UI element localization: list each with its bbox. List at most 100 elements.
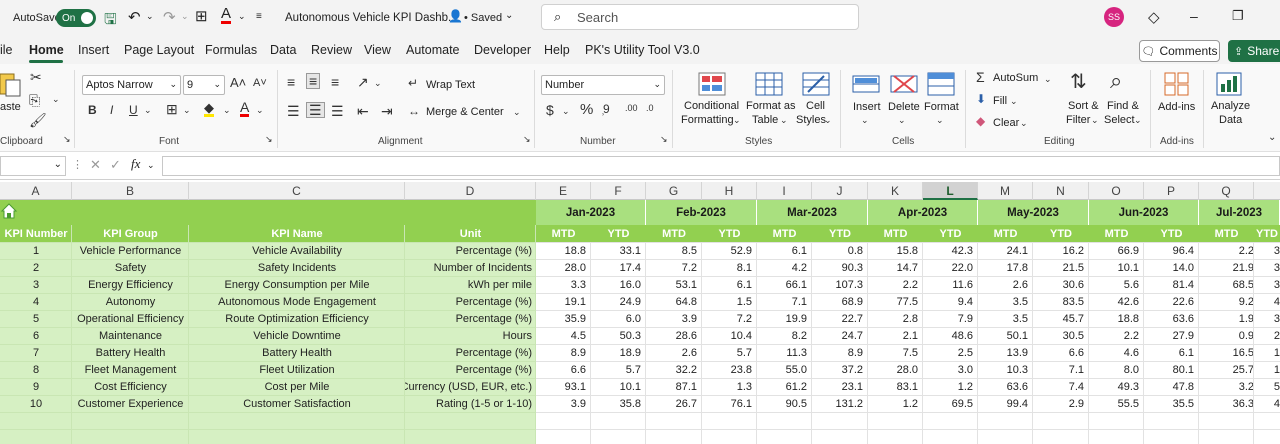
kpi-name-cell[interactable]: Fleet Utilization — [259, 363, 335, 376]
value-cell[interactable]: 68.5 — [1232, 278, 1254, 291]
value-cell[interactable]: 13.9 — [1006, 346, 1028, 359]
chevron-down-icon[interactable]: ⌄ — [936, 115, 944, 125]
value-cell[interactable]: 131.2 — [835, 397, 863, 410]
chevron-down-icon[interactable]: ⌄ — [733, 115, 741, 125]
column-header-o[interactable]: O — [1089, 182, 1144, 200]
tab-home[interactable]: Home — [29, 43, 64, 57]
decrease-indent-icon[interactable]: ⇤ — [357, 103, 369, 119]
comments-button[interactable]: 🗨 Comments — [1139, 40, 1220, 62]
increase-font-icon[interactable]: A˄ — [230, 75, 247, 90]
value-cell[interactable]: 6.6 — [570, 363, 586, 376]
value-cell[interactable]: 55.5 — [1117, 397, 1139, 410]
value-cell[interactable]: 7.1 — [791, 295, 807, 308]
font-launcher-icon[interactable]: ↘ — [265, 134, 273, 144]
align-bottom-icon[interactable]: ≡ — [331, 74, 340, 90]
format-as-table-button[interactable]: Format as — [746, 100, 796, 112]
value-cell[interactable]: 21.5 — [1062, 261, 1084, 274]
kpi-group-cell[interactable]: Maintenance — [99, 329, 162, 342]
value-cell[interactable]: 3 — [1273, 261, 1280, 274]
align-middle-icon[interactable]: ≡ — [306, 73, 321, 89]
value-cell[interactable]: 6.0 — [625, 312, 641, 325]
value-cell[interactable]: 47.8 — [1172, 380, 1194, 393]
kpi-number-cell[interactable]: 5 — [32, 312, 40, 325]
value-cell[interactable]: 63.6 — [1006, 380, 1028, 393]
column-header-k[interactable]: K — [868, 182, 923, 200]
kpi-name-cell[interactable]: Vehicle Downtime — [253, 329, 341, 342]
value-cell[interactable]: 30.5 — [1062, 329, 1084, 342]
value-cell[interactable]: 107.3 — [835, 278, 863, 291]
kpi-name-cell[interactable]: Battery Health — [262, 346, 332, 359]
format-painter-icon[interactable]: 🖌 — [29, 112, 47, 128]
find-select-label2[interactable]: Select — [1104, 114, 1135, 126]
value-cell[interactable]: 33.1 — [619, 244, 641, 257]
chevron-down-icon[interactable]: ⌄ — [1044, 74, 1052, 84]
wrap-text-button[interactable]: Wrap Text — [426, 79, 476, 91]
column-header-g[interactable]: G — [646, 182, 702, 200]
value-cell[interactable]: 68.9 — [841, 295, 863, 308]
borders-dropdown-icon[interactable]: ⌄ — [183, 105, 191, 115]
currency-dropdown-icon[interactable]: ⌄ — [562, 106, 570, 116]
number-format-select[interactable]: Number ⌄ — [541, 75, 665, 95]
clear-button[interactable]: Clear — [993, 117, 1020, 129]
conditional-formatting-label2[interactable]: Formatting — [681, 114, 734, 126]
kpi-group-cell[interactable]: Safety — [114, 261, 147, 274]
value-cell[interactable]: 1.2 — [902, 397, 918, 410]
font-color-icon[interactable]: A — [240, 99, 250, 117]
value-cell[interactable]: 7.9 — [957, 312, 973, 325]
restore-icon[interactable]: ❐ — [1232, 8, 1244, 23]
tab-data[interactable]: Data — [270, 43, 297, 57]
value-cell[interactable]: 21.9 — [1232, 261, 1254, 274]
font-name-select[interactable]: Aptos Narrow ⌄ — [82, 75, 181, 95]
kpi-number-cell[interactable]: 7 — [32, 346, 40, 359]
kpi-unit-cell[interactable]: Percentage (%) — [455, 346, 532, 359]
tab-automate[interactable]: Automate — [406, 43, 460, 57]
delete-cells-button[interactable]: Delete — [888, 101, 920, 113]
value-cell[interactable]: 1.5 — [736, 295, 752, 308]
cut-icon[interactable]: ✂ — [30, 69, 42, 85]
value-cell[interactable]: 7.2 — [736, 312, 752, 325]
cell-styles-button[interactable]: Cell — [806, 100, 825, 112]
value-cell[interactable]: 35.5 — [1172, 397, 1194, 410]
orientation-dropdown-icon[interactable]: ⌄ — [374, 78, 382, 88]
redo-dropdown-icon[interactable]: ⌄ — [181, 11, 189, 21]
conditional-formatting-button[interactable]: Conditional — [684, 100, 740, 112]
value-cell[interactable]: 28.6 — [675, 329, 697, 342]
value-cell[interactable]: 3.9 — [570, 397, 586, 410]
tab-review[interactable]: Review — [311, 43, 352, 57]
kpi-unit-cell[interactable]: Currency (USD, EUR, etc.) — [405, 380, 532, 393]
column-header-j[interactable]: J — [812, 182, 868, 200]
chevron-down-icon[interactable]: ⌄ — [1020, 118, 1028, 128]
chevron-down-icon[interactable]: ⌄ — [1010, 96, 1018, 106]
value-cell[interactable]: 22.6 — [1172, 295, 1194, 308]
fill-button[interactable]: Fill — [993, 95, 1008, 107]
value-cell[interactable]: 26.7 — [675, 397, 697, 410]
value-cell[interactable]: 35.9 — [564, 312, 586, 325]
borders-icon[interactable]: ⊞ — [166, 101, 178, 117]
value-cell[interactable]: 18.9 — [619, 346, 641, 359]
value-cell[interactable]: 10.3 — [1006, 363, 1028, 376]
value-cell[interactable]: 8.9 — [847, 346, 863, 359]
share-button[interactable]: ⇪ Share — [1228, 40, 1280, 62]
kpi-name-cell[interactable]: Autonomous Mode Engagement — [218, 295, 376, 308]
value-cell[interactable]: 45.7 — [1062, 312, 1084, 325]
analyze-data-label2[interactable]: Data — [1219, 114, 1243, 126]
value-cell[interactable]: 3 — [1273, 312, 1280, 325]
fill-color-dropdown-icon[interactable]: ⌄ — [223, 105, 231, 115]
search-box[interactable]: ⌕ Search — [541, 4, 859, 30]
decrease-font-icon[interactable]: A˅ — [253, 77, 267, 89]
value-cell[interactable]: 90.5 — [785, 397, 807, 410]
column-header-h[interactable]: H — [702, 182, 757, 200]
value-cell[interactable]: 16.2 — [1062, 244, 1084, 257]
kpi-unit-cell[interactable]: Percentage (%) — [455, 363, 532, 376]
value-cell[interactable]: 22.7 — [841, 312, 863, 325]
comma-style-icon[interactable]: ̹9 — [603, 102, 610, 116]
increase-decimal-icon[interactable]: .00 — [625, 103, 638, 113]
value-cell[interactable]: 2.2 — [1238, 244, 1254, 257]
number-launcher-icon[interactable]: ↘ — [660, 134, 668, 144]
value-cell[interactable]: 1.2 — [957, 380, 973, 393]
kpi-unit-cell[interactable]: Percentage (%) — [455, 295, 532, 308]
value-cell[interactable]: 19.1 — [564, 295, 586, 308]
value-cell[interactable]: 7.1 — [1068, 363, 1084, 376]
kpi-number-cell[interactable]: 9 — [32, 380, 40, 393]
sort-filter-button[interactable]: Sort & — [1068, 100, 1099, 112]
